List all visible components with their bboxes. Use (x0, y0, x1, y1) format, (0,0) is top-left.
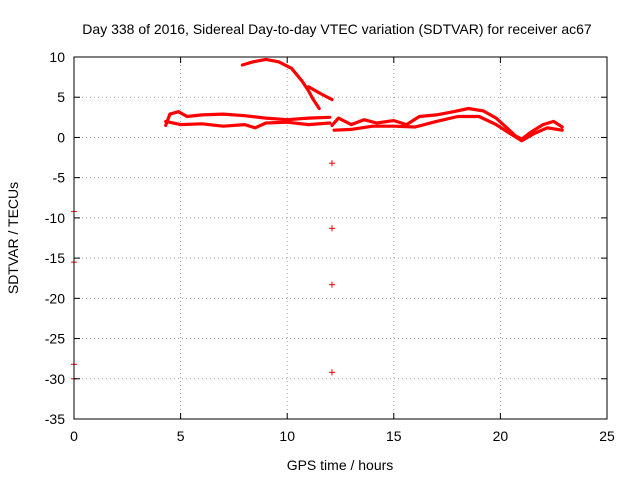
series-arc-mid-lower (332, 114, 564, 143)
y-tick-label-3: -5 (53, 170, 66, 186)
series-arc-main-upper (164, 110, 332, 127)
data-point-6 (328, 281, 335, 288)
y-tick-label-4: -10 (45, 210, 65, 226)
series-arc-main-lower (164, 119, 332, 130)
x-tick-label-5: 25 (599, 428, 615, 444)
y-tick-label-9: -35 (45, 411, 65, 427)
y-axis-label: SDTVAR / TECUs (5, 182, 21, 294)
y-tick-label-2: 0 (57, 129, 65, 145)
y-tick-label-6: -20 (45, 290, 65, 306)
x-tick-label-0: 0 (70, 428, 78, 444)
data-point-4 (328, 160, 335, 167)
series-arc-high (240, 57, 321, 111)
y-tick-label-0: 10 (49, 49, 65, 65)
x-tick-label-2: 10 (279, 428, 295, 444)
y-tick-label-8: -30 (45, 371, 65, 387)
y-tick-labels: 10 5 0 -5 -10 -15 -20 -25 -30 -35 (45, 49, 65, 427)
x-tick-label-3: 15 (386, 428, 402, 444)
series-layer (164, 57, 564, 143)
x-tick-labels: 0 5 10 15 20 25 (70, 428, 615, 444)
y-tick-label-5: -15 (45, 250, 65, 266)
y-tick-label-1: 5 (57, 89, 65, 105)
isolated-points-layer (71, 160, 335, 382)
data-point-5 (328, 225, 335, 232)
plot-frame (73, 56, 608, 420)
series-arc-mid (330, 106, 564, 141)
chart-title: Day 338 of 2016, Sidereal Day-to-day VTE… (82, 21, 592, 37)
x-tick-label-1: 5 (177, 428, 185, 444)
x-tick-label-4: 20 (493, 428, 509, 444)
grid-lines (74, 57, 607, 419)
axis-ticks (73, 56, 608, 420)
y-tick-label-7: -25 (45, 331, 65, 347)
data-point-7 (328, 369, 335, 376)
x-axis-label: GPS time / hours (287, 457, 394, 473)
series-arc-high-tail (306, 85, 334, 102)
